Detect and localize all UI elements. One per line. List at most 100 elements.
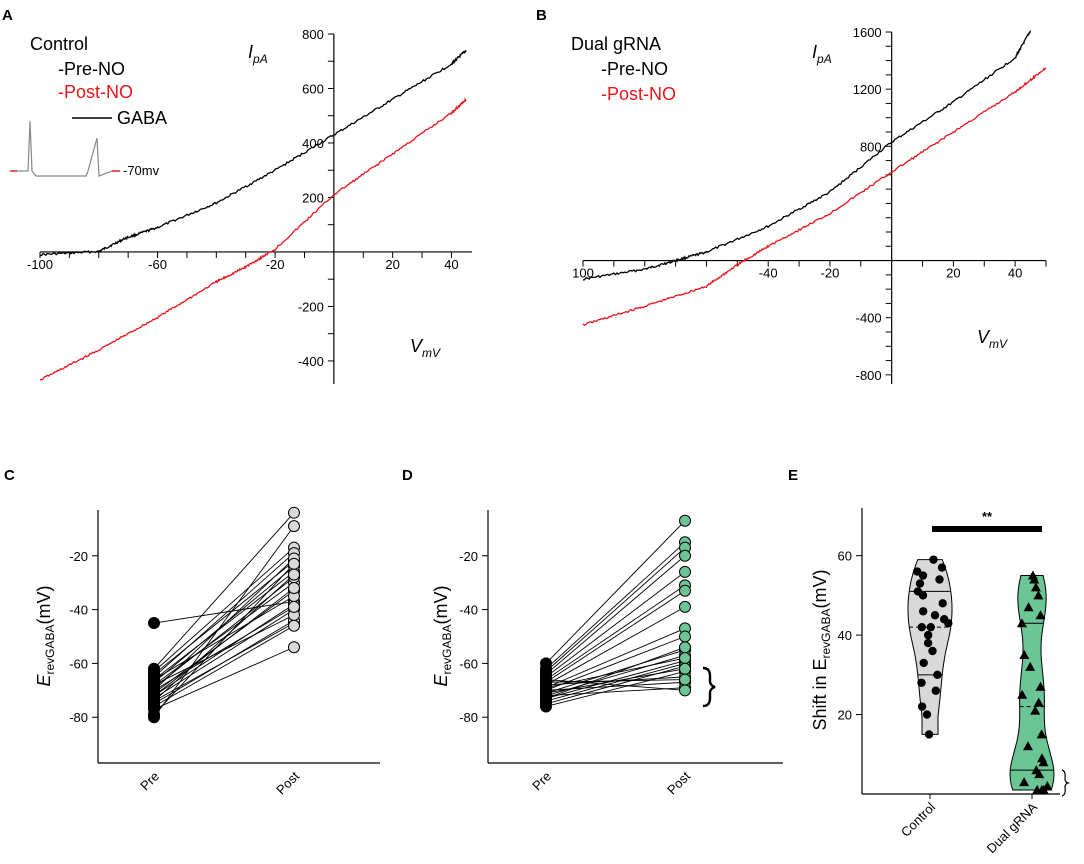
x-tick-label: -40 xyxy=(759,266,778,281)
pair-line xyxy=(153,601,295,624)
x-tick-label: Dual gRNA xyxy=(984,799,1041,856)
dual-grna-point xyxy=(1036,729,1047,739)
trace-post-no-b xyxy=(582,67,1047,326)
legend-post-no-b: -Post-NO xyxy=(601,84,676,104)
control-point xyxy=(933,670,942,680)
x-tick-label: -20 xyxy=(821,266,840,281)
control-point xyxy=(924,730,934,739)
legend-pre-no: -Pre-NO xyxy=(58,59,125,79)
control-point xyxy=(928,646,937,656)
y-tick-label: 800 xyxy=(860,139,882,154)
control-point xyxy=(919,607,928,616)
post-point xyxy=(679,565,691,578)
control-point xyxy=(944,618,953,628)
y-tick-label: -80 xyxy=(459,710,478,725)
post-point xyxy=(288,641,300,654)
pair-line xyxy=(545,571,686,678)
trace-pre-no-a xyxy=(40,50,467,257)
x-tick-label: -100 xyxy=(27,257,53,272)
x-tick-label: 20 xyxy=(385,257,399,272)
post-point xyxy=(288,506,300,519)
y-label-e: Shift in ErevGABA(mV) xyxy=(810,569,833,730)
x-tick-label: 40 xyxy=(444,257,458,272)
pair-line xyxy=(153,606,295,691)
panel-b-title: Dual gRNA xyxy=(571,34,661,54)
dual-grna-point xyxy=(1032,785,1043,794)
pair-line xyxy=(545,649,686,694)
post-point xyxy=(679,673,691,686)
y-tick-label: 800 xyxy=(302,27,324,42)
post-point xyxy=(679,684,691,697)
panel-label-e: E xyxy=(788,467,798,484)
x-tick-label: Post xyxy=(273,768,302,797)
y-tick-label: -800 xyxy=(856,368,882,383)
pre-point xyxy=(540,676,552,689)
trace-post-no-a xyxy=(39,97,467,381)
pair-line xyxy=(153,582,295,686)
dual-grna-point xyxy=(1019,650,1030,659)
post-point xyxy=(679,662,691,675)
x-tick-label: -20 xyxy=(266,257,285,272)
pair-line xyxy=(153,558,295,691)
trace-pre-no-b xyxy=(582,30,1032,281)
y-tick-label: -80 xyxy=(69,710,88,725)
y-tick-label: 40 xyxy=(838,628,852,643)
post-point xyxy=(679,584,691,597)
y-tick-label: 200 xyxy=(302,190,324,205)
post-point xyxy=(288,619,300,632)
y-label-b: IpA xyxy=(812,42,832,66)
y-tick-label: 1200 xyxy=(853,82,882,97)
x-tick-label: 40 xyxy=(1008,266,1022,281)
dual-grna-point xyxy=(1016,618,1027,628)
post-point xyxy=(679,549,691,562)
pair-line xyxy=(545,679,686,683)
dual-grna-point xyxy=(1035,610,1046,620)
y-tick-label: -400 xyxy=(298,354,324,369)
pair-line xyxy=(545,671,686,707)
panel-label-c: C xyxy=(4,467,15,484)
y-label-d: ErevGABA(mV) xyxy=(431,585,454,686)
pair-line xyxy=(153,625,295,707)
panel-b: B Dual gRNA -Pre-NO -Post-NO 100 -40 -20 20… xyxy=(536,7,1047,384)
post-point xyxy=(679,652,691,665)
dual-grna-point xyxy=(1034,769,1045,779)
panel-c: C -20 -40 -60 -80 Pre Post ErevGABA(mV) xyxy=(4,467,380,798)
post-point xyxy=(288,520,300,533)
violin-dual-grna xyxy=(1009,575,1055,791)
post-point xyxy=(679,600,691,613)
x-tick-label: Control xyxy=(898,799,938,839)
post-point xyxy=(679,641,691,654)
y-label-c: ErevGABA(mV) xyxy=(34,585,57,686)
pair-line xyxy=(153,571,295,680)
control-point xyxy=(918,591,928,600)
control-point xyxy=(923,638,933,648)
dual-grna-point xyxy=(1033,697,1044,707)
dual-grna-point xyxy=(1023,741,1033,751)
dual-grna-point xyxy=(1035,681,1046,691)
y-tick-label: -400 xyxy=(856,311,882,326)
y-tick-label: -20 xyxy=(459,549,478,564)
x-label-a: VmV xyxy=(410,336,441,360)
panel-label-b: B xyxy=(536,7,547,24)
post-point xyxy=(288,582,300,595)
x-label-b: VmV xyxy=(977,327,1008,351)
control-point xyxy=(931,686,940,695)
y-tick-label: -200 xyxy=(298,299,324,314)
panel-label-d: D xyxy=(402,467,413,484)
pair-line xyxy=(545,584,686,680)
y-tick-label: 1600 xyxy=(853,25,882,40)
pair-line xyxy=(153,614,295,686)
dual-grna-point xyxy=(1030,705,1041,715)
pair-line xyxy=(545,606,686,686)
dual-grna-point xyxy=(1030,582,1041,592)
y-tick-label: 20 xyxy=(838,708,852,723)
pair-line xyxy=(545,628,686,689)
significance-label: ** xyxy=(982,509,993,524)
control-point xyxy=(922,710,932,719)
control-point xyxy=(917,702,927,711)
y-tick-label: 600 xyxy=(302,81,324,96)
bracket-d xyxy=(702,666,716,708)
dual-grna-point xyxy=(1038,757,1049,767)
violin-control xyxy=(907,559,953,735)
